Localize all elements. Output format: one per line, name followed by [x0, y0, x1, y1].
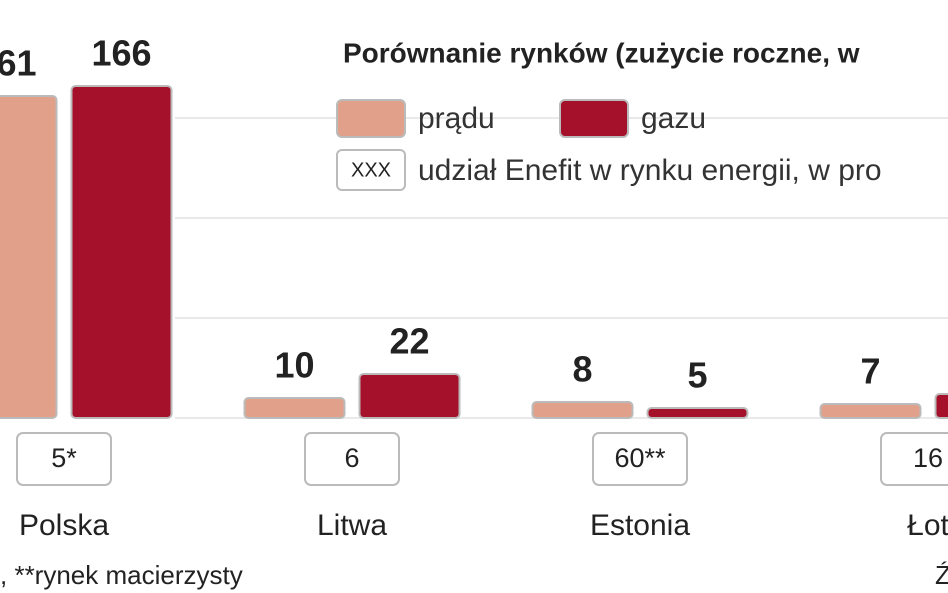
share-legend-text: udział Enefit w rynku energii, w pro: [418, 154, 882, 187]
share-legend-sample: XXX: [351, 159, 391, 181]
share-label: 16: [913, 443, 943, 473]
share-label: 6: [344, 443, 359, 473]
source: Ź: [935, 560, 948, 590]
x-tick-label: Estonia: [590, 509, 690, 542]
x-tick-label: Łot: [907, 509, 948, 542]
bar: [358, 373, 461, 419]
share-box: [16, 432, 112, 486]
bar: [819, 403, 922, 419]
value-label: 161: [0, 43, 37, 84]
x-tick-label: Litwa: [317, 509, 387, 542]
footnote: , **rynek macierzysty: [0, 560, 243, 590]
share-label: 60**: [614, 443, 666, 473]
legend-swatch: [336, 99, 406, 138]
value-label: 7: [860, 351, 880, 392]
bar: [646, 407, 749, 419]
value-label: 5: [687, 355, 707, 396]
share-legend-box: [336, 149, 406, 191]
value-label: 22: [389, 321, 429, 362]
bar: [70, 85, 173, 419]
value-label: 166: [91, 33, 151, 74]
value-label: 8: [572, 349, 592, 390]
legend-label: gazu: [641, 102, 706, 135]
share-box: [880, 432, 948, 486]
legend-label: prądu: [418, 102, 495, 135]
bar: [531, 401, 634, 419]
bar: [243, 397, 346, 419]
share-box: [304, 432, 400, 486]
share-box: [592, 432, 688, 486]
chart-title: Porównanie rynków (zużycie roczne, w: [343, 37, 860, 68]
value-label: 10: [274, 345, 314, 386]
share-label: 5*: [51, 443, 77, 473]
x-tick-label: Polska: [19, 509, 109, 542]
legend-swatch: [559, 99, 629, 138]
bar: [0, 95, 58, 419]
bar: [934, 393, 948, 419]
